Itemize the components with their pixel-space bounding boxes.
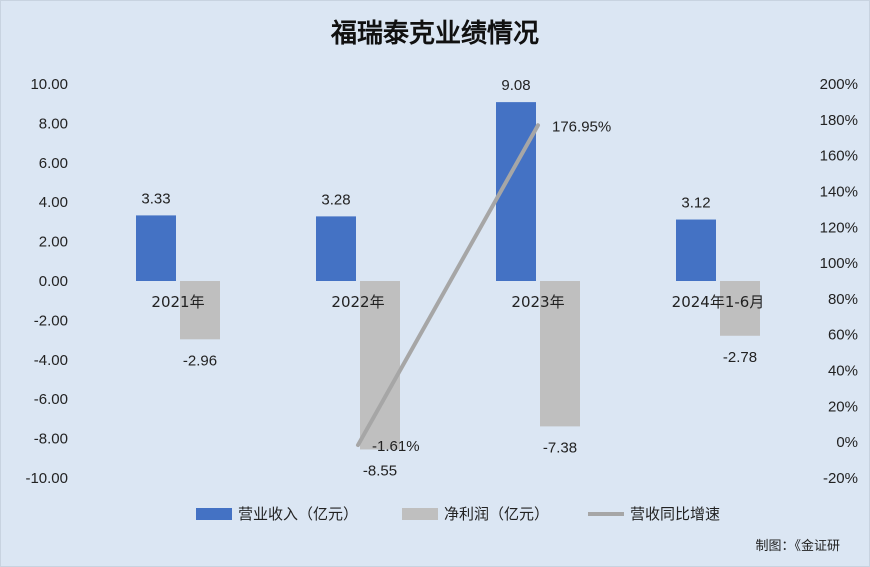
right-tick-label: 140%: [820, 183, 858, 200]
bar-profit: [540, 281, 580, 427]
left-tick-label: -6.00: [34, 391, 68, 408]
legend: 营业收入（亿元） 净利润（亿元） 营收同比增速: [196, 505, 720, 523]
revenue-data-label: 3.28: [321, 191, 350, 208]
legend-label-revenue: 营业收入（亿元）: [238, 505, 358, 523]
right-axis-ticks: 200% 180% 160% 140% 120% 100% 80% 60% 40% 20% 0% -2…: [820, 76, 858, 487]
bar-revenue: [316, 216, 356, 281]
bar-revenue: [136, 215, 176, 281]
bar-profit: [360, 281, 400, 450]
right-tick-label: 20%: [828, 398, 858, 415]
legend-swatch-revenue: [196, 508, 232, 520]
left-tick-label: -10.00: [25, 470, 68, 487]
left-tick-label: 8.00: [39, 115, 68, 132]
profit-data-label: -8.55: [363, 462, 397, 479]
right-tick-label: 100%: [820, 255, 858, 272]
left-axis-ticks: 10.00 8.00 6.00 4.00 2.00 0.00 -2.00 -4.00 -6.00…: [25, 76, 68, 487]
bars: [136, 102, 760, 450]
left-tick-label: -8.00: [34, 431, 68, 448]
growth-data-label: 176.95%: [552, 118, 611, 135]
left-tick-label: 10.00: [30, 76, 68, 93]
profit-data-label: -7.38: [543, 439, 577, 456]
category-label: 2024年1-6月: [672, 293, 765, 311]
bar-profit: [180, 281, 220, 340]
right-tick-label: -20%: [823, 470, 858, 487]
revenue-data-label: 3.33: [141, 190, 170, 207]
legend-swatch-profit: [402, 508, 438, 520]
profit-data-label: -2.96: [183, 352, 217, 369]
chart-credit: 制图：《金证研: [755, 538, 840, 554]
left-tick-label: 0.00: [39, 273, 68, 290]
right-tick-label: 160%: [820, 148, 858, 165]
right-tick-label: 80%: [828, 291, 858, 308]
growth-data-label: -1.61%: [372, 438, 420, 455]
profit-data-label: -2.78: [723, 349, 757, 366]
growth-line: [356, 123, 540, 448]
chart-title: 福瑞泰克业绩情况: [330, 19, 539, 49]
revenue-data-label: 9.08: [501, 77, 530, 94]
left-tick-label: 4.00: [39, 194, 68, 211]
category-labels: 2021年 2022年 2023年 2024年1-6月: [151, 293, 764, 311]
growth-line-layer: [356, 123, 540, 448]
left-tick-label: -4.00: [34, 352, 68, 369]
category-label: 2021年: [151, 293, 204, 311]
right-tick-label: 180%: [820, 112, 858, 129]
revenue-data-label: 3.12: [681, 195, 710, 212]
left-tick-label: -2.00: [34, 312, 68, 329]
category-label: 2023年: [511, 293, 564, 311]
right-tick-label: 0%: [836, 434, 858, 451]
category-label: 2022年: [331, 293, 384, 311]
right-tick-label: 40%: [828, 363, 858, 380]
data-labels: 3.33 3.28 9.08 3.12 -2.96 -8.55 -7.38 -2.78 -1.6…: [141, 77, 757, 479]
legend-label-profit: 净利润（亿元）: [444, 505, 549, 523]
left-tick-label: 6.00: [39, 155, 68, 172]
left-tick-label: 2.00: [39, 234, 68, 251]
bar-profit: [720, 281, 760, 336]
right-tick-label: 60%: [828, 327, 858, 344]
legend-label-growth: 营收同比增速: [630, 505, 720, 523]
bar-revenue: [676, 219, 716, 281]
right-tick-label: 120%: [820, 219, 858, 236]
right-tick-label: 200%: [820, 76, 858, 93]
